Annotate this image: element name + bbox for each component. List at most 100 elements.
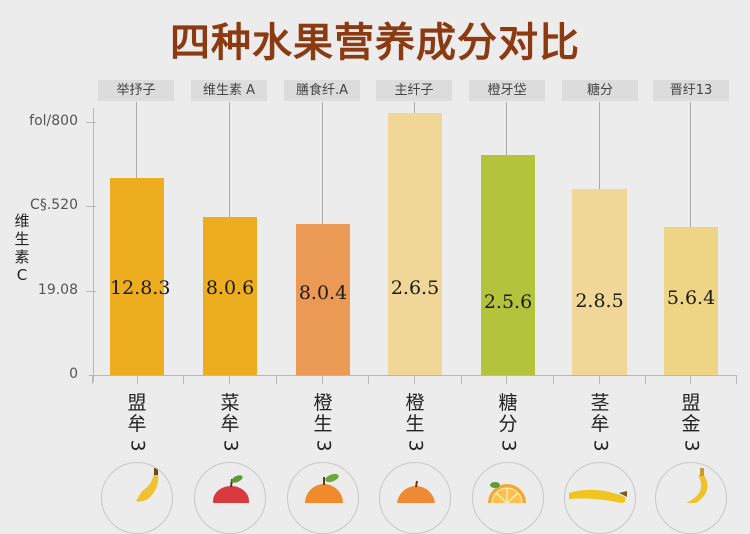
x-tick (414, 375, 415, 384)
category-char: 橙 (313, 392, 333, 414)
x-tick (229, 375, 230, 384)
x-tick (736, 375, 737, 384)
category-char: 牟 (590, 413, 610, 435)
category-label-1: 盟 牟 3 (122, 393, 152, 456)
category-char: 3 (404, 439, 427, 452)
bar-2[interactable]: 8.0.6 (203, 217, 257, 375)
category-char: 3 (312, 439, 335, 452)
x-tick (137, 375, 138, 384)
connector-line (506, 102, 507, 155)
category-char: 牟 (220, 413, 240, 435)
series-header-5: 橙牙垈 (469, 80, 545, 101)
orange-icon (397, 480, 435, 503)
connector-line (599, 102, 600, 189)
category-char: 糖 (498, 392, 518, 414)
fruit-circle (655, 462, 727, 534)
category-label-2: 菜 牟 3 (215, 393, 245, 456)
y-tick (86, 291, 96, 292)
category-char: 分 (498, 413, 518, 435)
category-char: 牟 (127, 413, 147, 435)
y-tick-label: 19.08 (37, 282, 78, 298)
category-label-7: 盟 金 3 (676, 393, 706, 456)
series-header-3: 膳食纤.A (284, 80, 360, 101)
category-label-3: 橙 生 3 (308, 393, 338, 456)
bar-value-label: 8.0.6 (205, 277, 255, 299)
connector-line (136, 102, 137, 178)
bar-7[interactable]: 5.6.4 (664, 227, 718, 375)
series-header-4: 主纤子 (376, 80, 452, 101)
bar-3[interactable]: 8.0.4 (296, 224, 350, 375)
series-header-1: 举抒子 (98, 80, 174, 101)
category-label-5: 糖 分 3 (493, 393, 523, 456)
fruit-circle (287, 462, 359, 534)
category-char: 盟 (681, 392, 701, 414)
banana-icon (686, 468, 708, 503)
category-char: 3 (126, 439, 149, 452)
x-tick (553, 375, 554, 384)
bar-4[interactable]: 2.6.5 (388, 113, 442, 375)
fruit-circle (564, 462, 636, 534)
category-char: 生 (313, 413, 333, 435)
bar-value-label: 2.6.5 (390, 277, 440, 299)
bar-value-label: 5.6.4 (666, 287, 716, 309)
y-title-char: C (16, 266, 28, 284)
connector-line (229, 102, 230, 217)
bar-value-label: 2.5.6 (483, 291, 533, 313)
x-tick (322, 375, 323, 384)
y-title-char: 生 (14, 230, 30, 248)
series-header-2: 维生素 A (191, 80, 267, 101)
x-tick (461, 375, 462, 384)
y-axis (93, 108, 94, 382)
category-char: 生 (405, 413, 425, 435)
y-tick-label: 0 (69, 366, 78, 382)
orange-slice-icon (488, 482, 526, 503)
fruit-circle (472, 462, 544, 534)
connector-line (414, 102, 415, 113)
bar-6[interactable]: 2.8.5 (572, 189, 627, 375)
connector-line (322, 102, 323, 224)
bar-value-label: 12.8.3 (110, 277, 171, 299)
bar-value-label: 8.0.4 (298, 282, 348, 304)
category-char: 橙 (405, 392, 425, 414)
banana-icon (569, 489, 627, 503)
x-tick (690, 375, 691, 384)
y-title-char: 素 (14, 248, 30, 266)
bar-1[interactable]: 12.8.3 (110, 178, 171, 375)
x-tick (506, 375, 507, 384)
x-tick (183, 375, 184, 384)
category-char: 茎 (590, 392, 610, 414)
category-label-4: 橙 生 3 (400, 393, 430, 456)
y-title-char: 维 (14, 212, 30, 230)
x-tick (276, 375, 277, 384)
chart-title: 四种水果营养成分对比 (170, 20, 580, 66)
fruit-circle (101, 462, 173, 534)
category-char: 菜 (220, 392, 240, 414)
y-tick (86, 122, 96, 123)
fruit-circle (194, 462, 266, 534)
category-char: 3 (219, 439, 242, 452)
series-header-6: 糖分 (562, 80, 638, 101)
apple-icon (213, 475, 249, 503)
x-tick (645, 375, 646, 384)
y-tick-label: C§.520 (30, 197, 78, 213)
x-tick (92, 375, 93, 384)
category-char: 3 (497, 439, 520, 452)
category-char: 金 (681, 413, 701, 435)
bar-5[interactable]: 2.5.6 (481, 155, 535, 375)
y-tick (86, 206, 96, 207)
y-tick-label: fol/800 (29, 113, 78, 129)
orange-icon (305, 473, 343, 503)
x-tick (599, 375, 600, 384)
series-header-7: 晋纡13 (653, 80, 729, 101)
y-axis-title: 维 生 素 C (12, 212, 32, 284)
banana-icon (136, 468, 159, 502)
category-label-6: 茎 牟 3 (585, 393, 615, 456)
fruit-circle (379, 462, 451, 534)
connector-line (690, 102, 691, 227)
category-char: 3 (680, 439, 703, 452)
x-tick (368, 375, 369, 384)
x-axis (89, 375, 737, 376)
category-char: 3 (589, 439, 612, 452)
bar-value-label: 2.8.5 (575, 290, 624, 312)
category-char: 盟 (127, 392, 147, 414)
